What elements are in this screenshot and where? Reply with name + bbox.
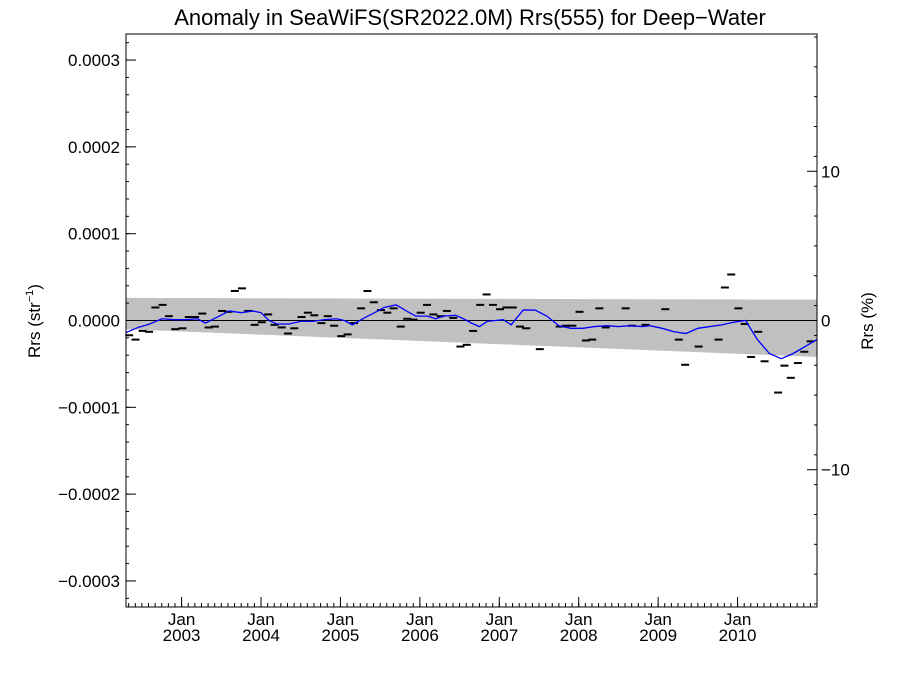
y-left-tick-label: −0.0003 [58,572,120,591]
x-tick-label-month: Jan [327,610,354,629]
x-tick-label-year: 2004 [242,626,280,645]
smoothed-series-line [125,304,818,360]
x-tick-label-month: Jan [168,610,195,629]
x-tick-label-year: 2006 [401,626,439,645]
x-tick-label-month: Jan [565,610,592,629]
x-tick-label-month: Jan [486,610,513,629]
y-left-tick-label: −0.0001 [58,398,120,417]
y-left-tick-label: 0.0001 [68,225,120,244]
uncertainty-band [126,297,817,357]
y-axis-left-label-sup: −1 [24,290,36,303]
y-right-tick-label: 10 [821,162,840,181]
x-tick-label-year: 2008 [560,626,598,645]
y-left-tick-label: 0.0000 [68,312,120,331]
x-tick-label-year: 2005 [322,626,360,645]
x-tick-label-month: Jan [724,610,751,629]
y-axis-left-label: Rrs (str−1) [24,284,44,358]
y-axis-left-label-main: Rrs (str [25,302,44,358]
x-tick-label-year: 2010 [719,626,757,645]
x-tick-label-year: 2007 [480,626,518,645]
y-axis-right-label: Rrs (%) [858,292,877,350]
x-tick-label-month: Jan [406,610,433,629]
x-tick-label-year: 2009 [639,626,677,645]
y-left-tick-label: 0.0002 [68,138,120,157]
y-right-tick-label: 0 [821,312,830,331]
x-tick-label-month: Jan [247,610,274,629]
axes-layer: 0.0003 0.0002 0.0001 0.0000 −0.0001 −0.0002 −0… [58,36,850,645]
y-left-tick-label: −0.0002 [58,485,120,504]
data-points-layer [125,273,815,394]
y-right-tick-label: −10 [821,461,850,480]
x-tick-label-month: Jan [644,610,671,629]
y-axis-left-label-close: ) [25,284,44,290]
uncertainty-band-layer [126,297,817,357]
chart-title: Anomaly in SeaWiFS(SR2022.0M) Rrs(555) f… [174,5,766,30]
y-left-tick-label: 0.0003 [68,51,120,70]
x-tick-label-year: 2003 [163,626,201,645]
